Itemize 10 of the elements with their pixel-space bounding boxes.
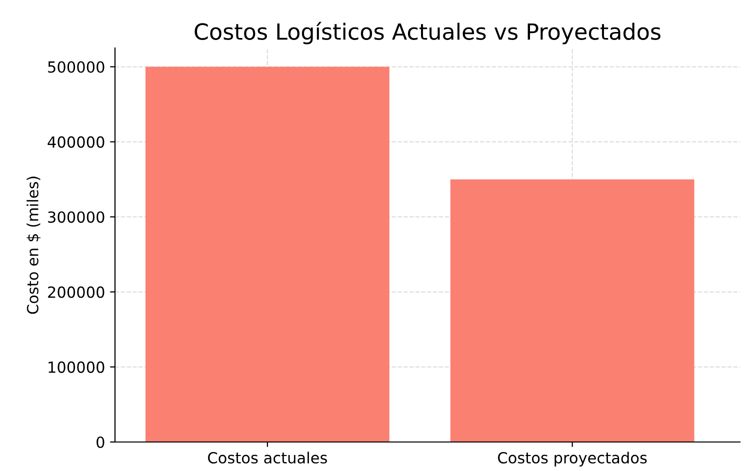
y-axis-title: Costo en $ (miles) bbox=[26, 176, 40, 314]
y-tick-label: 400000 bbox=[48, 136, 104, 148]
y-tick-label: 200000 bbox=[48, 286, 104, 298]
y-tick-label: 100000 bbox=[48, 361, 104, 373]
chart-title: Costos Logísticos Actuales vs Proyectados bbox=[194, 22, 660, 44]
x-tick-label: Costos proyectados bbox=[498, 452, 647, 467]
y-tick-label: 500000 bbox=[48, 61, 104, 73]
y-tick-label: 300000 bbox=[48, 211, 104, 223]
y-tick-label: 0 bbox=[96, 436, 104, 448]
x-tick-label: Costos actuales bbox=[208, 452, 327, 464]
